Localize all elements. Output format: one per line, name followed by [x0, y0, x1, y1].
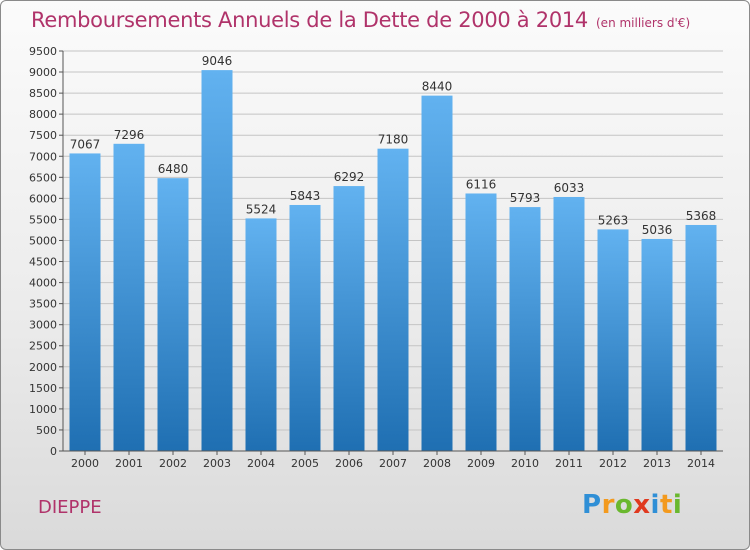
bar-2004 — [245, 218, 277, 451]
y-tick-label: 8000 — [29, 108, 57, 121]
x-tick-label: 2013 — [643, 457, 671, 470]
value-label: 7180 — [378, 133, 409, 147]
y-tick-label: 500 — [36, 424, 57, 437]
value-label: 5036 — [642, 223, 673, 237]
value-label: 6480 — [158, 162, 189, 176]
chart-title: Remboursements Annuels de la Dette de 20… — [31, 8, 690, 32]
x-axis-ticks: 2000 2001 2002 2003 2004 2005 2006 2007 2008 2009… — [71, 451, 715, 470]
value-labels: 7067 7296 6480 9046 5524 5843 6292 7180 8440 6116… — [70, 54, 717, 237]
y-tick-label: 5000 — [29, 234, 57, 247]
logo-letter: t — [659, 490, 673, 520]
y-tick-label: 4000 — [29, 277, 57, 290]
logo-letter: x — [633, 490, 651, 520]
x-tick-label: 2010 — [511, 457, 539, 470]
y-tick-label: 1500 — [29, 382, 57, 395]
bar-2002 — [157, 178, 189, 451]
value-label: 6033 — [554, 181, 585, 195]
x-tick-label: 2004 — [247, 457, 275, 470]
logo-letter: o — [614, 490, 634, 520]
y-tick-label: 6500 — [29, 171, 57, 184]
value-label: 9046 — [202, 54, 233, 68]
y-tick-label: 6000 — [29, 192, 57, 205]
bar-2008 — [421, 95, 453, 451]
logo-letter: i — [672, 490, 683, 520]
y-tick-label: 4500 — [29, 256, 57, 269]
x-tick-label: 2014 — [687, 457, 715, 470]
logo-letter: i — [650, 490, 660, 520]
value-label: 6292 — [334, 170, 365, 184]
bar-2014 — [685, 224, 717, 451]
value-label: 8440 — [422, 80, 453, 94]
y-tick-label: 2500 — [29, 340, 57, 353]
bar-2003 — [201, 70, 233, 452]
x-tick-label: 2006 — [335, 457, 363, 470]
x-tick-label: 2003 — [203, 457, 231, 470]
logo-letter: P — [582, 490, 602, 520]
bar-2000 — [69, 153, 101, 451]
y-tick-label: 3500 — [29, 298, 57, 311]
y-tick-label: 0 — [50, 445, 57, 458]
x-tick-label: 2008 — [423, 457, 451, 470]
value-label: 5263 — [598, 213, 629, 227]
y-tick-label: 9000 — [29, 66, 57, 79]
y-tick-label: 1000 — [29, 403, 57, 416]
x-tick-label: 2000 — [71, 457, 99, 470]
value-label: 7296 — [114, 128, 145, 142]
bar-2012 — [597, 229, 629, 451]
value-label: 5793 — [510, 191, 541, 205]
logo-letter: r — [601, 490, 615, 520]
bar-2007 — [377, 148, 409, 451]
value-label: 7067 — [70, 137, 101, 151]
x-tick-label: 2011 — [555, 457, 583, 470]
bar-2010 — [509, 207, 541, 451]
x-tick-label: 2012 — [599, 457, 627, 470]
value-label: 6116 — [466, 177, 497, 191]
commune-name: DIEPPE — [38, 497, 102, 518]
x-tick-label: 2007 — [379, 457, 407, 470]
bar-2011 — [553, 196, 585, 451]
bar-2009 — [465, 193, 497, 452]
value-label: 5368 — [686, 209, 717, 223]
y-tick-label: 7000 — [29, 150, 57, 163]
bar-2001 — [113, 143, 145, 452]
value-label: 5524 — [246, 202, 277, 216]
y-tick-label: 7500 — [29, 129, 57, 142]
proxiti-logo[interactable]: Proxiti — [582, 490, 682, 520]
chart-unit: (en milliers d'€) — [596, 16, 691, 30]
y-tick-label: 8500 — [29, 87, 57, 100]
value-label: 5843 — [290, 189, 321, 203]
bar-2005 — [289, 204, 321, 451]
y-tick-label: 5500 — [29, 213, 57, 226]
x-tick-label: 2001 — [115, 457, 143, 470]
chart-title-text: Remboursements Annuels de la Dette de 20… — [31, 8, 588, 32]
y-axis-ticks: 0 500 1000 1500 2000 2500 3000 3500 4000 4500 5000… — [29, 45, 63, 458]
x-tick-label: 2009 — [467, 457, 495, 470]
y-tick-label: 9500 — [29, 45, 57, 58]
y-tick-label: 2000 — [29, 361, 57, 374]
x-tick-label: 2005 — [291, 457, 319, 470]
x-tick-label: 2002 — [159, 457, 187, 470]
y-tick-label: 3000 — [29, 319, 57, 332]
bars — [69, 70, 717, 452]
bar-2006 — [333, 186, 365, 452]
bar-2013 — [641, 238, 673, 451]
